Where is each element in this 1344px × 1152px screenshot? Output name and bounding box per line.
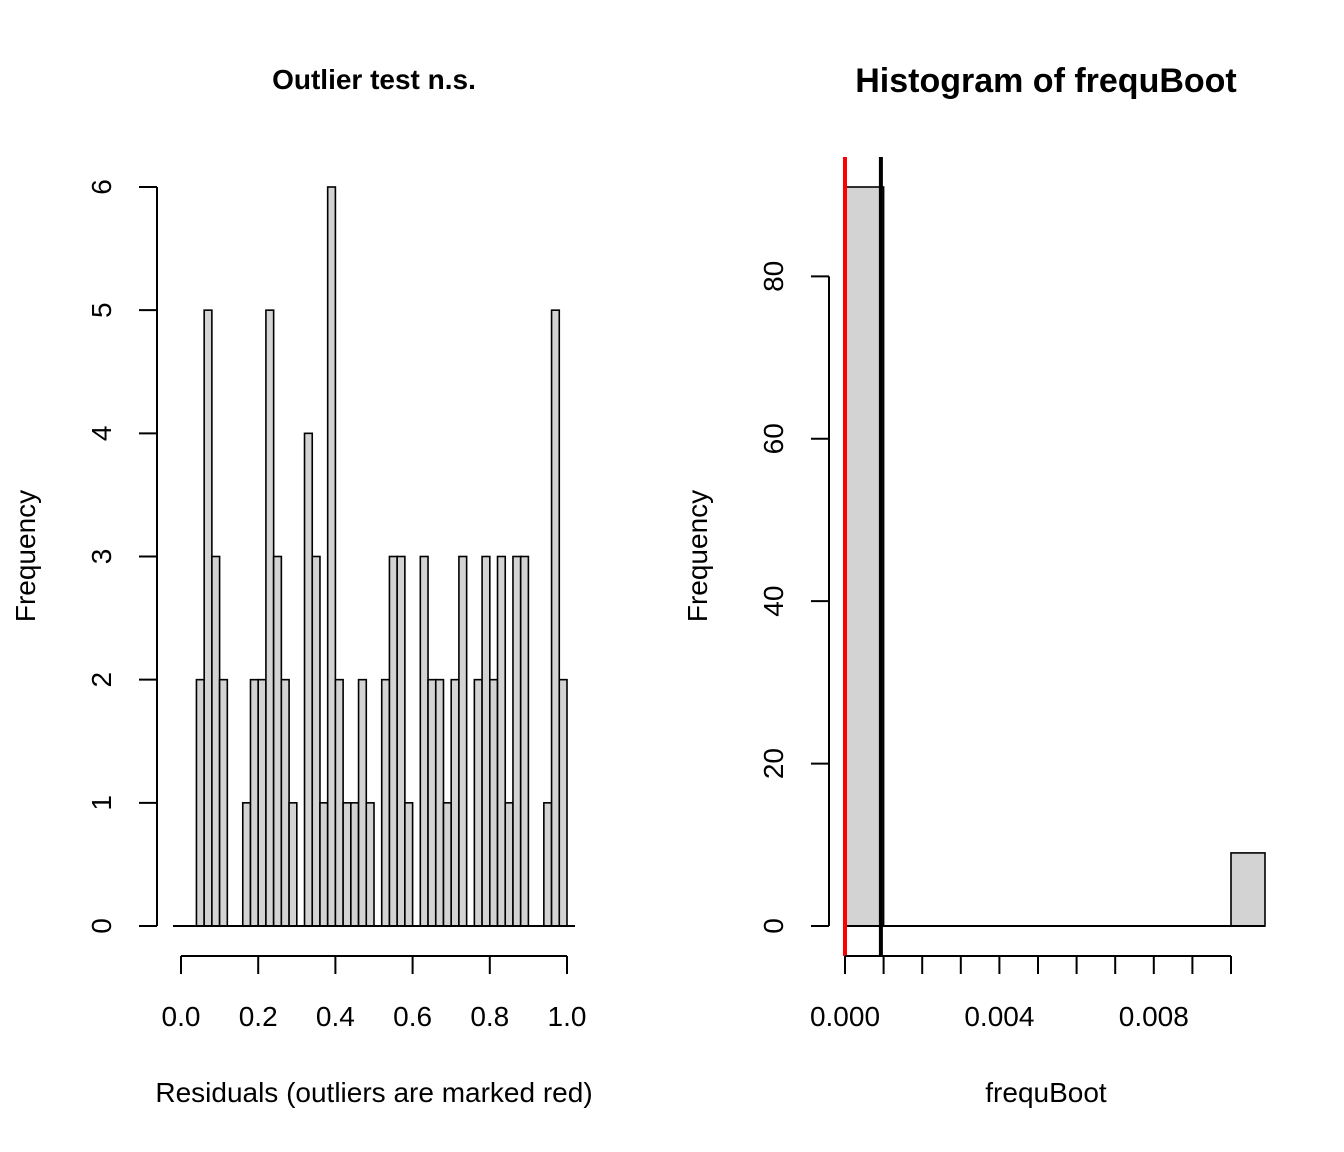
x-tick-label: 0.004 (964, 1001, 1034, 1032)
y-tick-label: 60 (758, 423, 789, 454)
histogram-bar (481, 555, 491, 927)
histogram-bar (280, 678, 290, 927)
histogram-bar (218, 678, 229, 927)
histogram-bar (303, 432, 314, 927)
y-tick-label: 0 (758, 918, 789, 934)
histogram-bar (326, 186, 337, 927)
histogram-bars (844, 186, 1266, 927)
histogram-bar (265, 309, 275, 927)
x-tick-label: 1.0 (548, 1001, 587, 1032)
histogram-bar (496, 555, 507, 927)
x-tick-label: 0.8 (470, 1001, 509, 1032)
x-axis-label: Residuals (outliers are marked red) (155, 1077, 592, 1108)
histogram-bar (211, 555, 221, 927)
histogram-bar (334, 678, 344, 927)
histogram-bar (288, 802, 298, 927)
y-tick-label: 4 (86, 426, 117, 442)
histogram-bar (519, 555, 530, 927)
y-tick-label: 1 (86, 795, 117, 811)
x-tick-label: 0.6 (393, 1001, 432, 1032)
x-tick-label: 0.0 (162, 1001, 201, 1032)
y-axis: 0 1 2 3 4 5 6 (86, 179, 158, 934)
histogram-bar (488, 678, 499, 927)
histogram-bar (342, 802, 352, 927)
x-axis-label: frequBoot (985, 1077, 1107, 1108)
y-tick-label: 20 (758, 748, 789, 779)
y-tick-label: 6 (86, 179, 117, 195)
y-tick-label: 2 (86, 672, 117, 688)
x-tick-label: 0.000 (810, 1001, 880, 1032)
histogram-bar (257, 678, 267, 927)
x-tick-label: 0.4 (316, 1001, 355, 1032)
histogram-bar (427, 678, 437, 927)
histogram-bar (458, 555, 468, 927)
y-tick-label: 3 (86, 549, 117, 565)
histogram-bar (388, 555, 398, 927)
x-axis: 0.000 0.004 0.008 (810, 955, 1232, 1032)
histogram-bar (272, 555, 283, 927)
y-tick-label: 80 (758, 261, 789, 292)
histogram-bar (473, 678, 483, 927)
y-axis: 0 20 40 60 80 (758, 261, 830, 934)
y-tick-label: 5 (86, 302, 117, 318)
histogram-bars (195, 186, 568, 927)
histogram-bar (543, 802, 553, 927)
histogram-bar (450, 678, 460, 927)
frequboot-histogram-panel: Histogram of frequBoot frequBoot Frequen… (682, 62, 1266, 1108)
histogram-bar (1230, 852, 1266, 927)
histogram-bar (350, 802, 360, 927)
x-tick-label: 0.008 (1119, 1001, 1189, 1032)
reference-lines (843, 157, 883, 956)
histogram-bar (249, 678, 259, 927)
histogram-bar (365, 802, 375, 927)
histogram-bar (396, 555, 406, 927)
histogram-bar (195, 678, 205, 927)
y-tick-label: 0 (86, 918, 117, 934)
y-axis-label: Frequency (10, 490, 41, 622)
histogram-bar (844, 186, 885, 927)
histogram-bar (558, 678, 568, 927)
histogram-bar (442, 802, 453, 927)
histogram-bar (319, 802, 329, 927)
histogram-bar (504, 802, 514, 927)
histogram-bar (203, 309, 213, 927)
histogram-bar (550, 309, 561, 927)
histogram-bar (419, 555, 429, 927)
histogram-bar (512, 555, 522, 927)
histogram-bar (311, 555, 321, 927)
histogram-bar (434, 678, 445, 927)
x-tick-label: 0.2 (239, 1001, 278, 1032)
residual-histogram-panel: Outlier test n.s. Residuals (outliers ar… (10, 64, 593, 1108)
histogram-bar (380, 678, 391, 927)
histogram-bar (241, 802, 252, 927)
chart-title: Outlier test n.s. (272, 64, 476, 95)
x-axis: 0.0 0.2 0.4 0.6 0.8 1.0 (162, 955, 587, 1032)
chart-title: Histogram of frequBoot (855, 62, 1237, 100)
histogram-bar (357, 678, 368, 927)
histogram-bar (404, 802, 414, 927)
y-tick-label: 40 (758, 586, 789, 617)
y-axis-label: Frequency (682, 490, 713, 622)
